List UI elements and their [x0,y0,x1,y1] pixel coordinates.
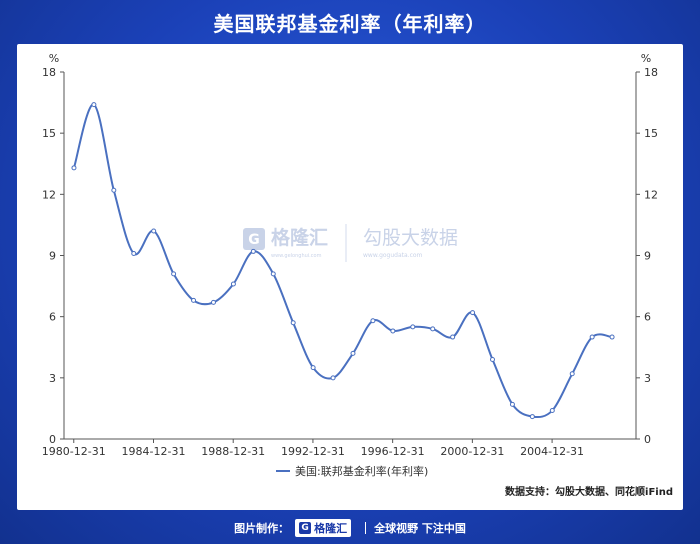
y-tick-label-right: 6 [644,311,651,324]
data-point [191,297,197,303]
data-point [529,414,535,420]
y-tick-label-right: 18 [644,66,658,79]
y-tick-label-left: 12 [42,188,56,201]
y-tick-label-left: 6 [49,311,56,324]
data-point [549,407,555,413]
made-by-label: 图片制作： [234,522,290,535]
data-point [290,320,296,326]
data-point [131,250,137,256]
watermark-brand-2-sub: www.gogudata.com [363,252,423,259]
x-tick-label: 1980-12-31 [42,445,106,458]
data-point [490,356,496,362]
data-point [410,324,416,330]
legend-label: 美国:联邦基金利率(年利率) [295,464,428,478]
x-tick-label: 2000-12-31 [440,445,504,458]
data-point [91,102,97,108]
y-tick-label-left: 9 [49,250,56,263]
data-point [430,326,436,332]
x-tick-label: 2004-12-31 [520,445,584,458]
line-chart: G 格隆汇 www.gelonghui.com 勾股大数据 www.gogudata.c… [42,52,658,478]
data-point [470,310,476,316]
x-tick-label: 1996-12-31 [361,445,425,458]
data-point [350,350,356,356]
y-tick-label-right: 9 [644,250,651,263]
y-tick-label-left: 15 [42,127,56,140]
watermark-brand: 格隆汇 [271,226,328,249]
y-tick-label-right: 12 [644,188,658,201]
footer-slogan: 全球视野 下注中国 [374,522,466,535]
data-point [370,318,376,324]
y-unit-right: % [641,52,651,65]
footer-bar: 图片制作： G 格隆汇 全球视野 下注中国 [0,516,700,540]
data-source-note: 数据支持：勾股大数据、同花顺iFind [505,487,673,498]
data-point [569,371,575,377]
y-unit-left: % [49,52,59,65]
y-tick-label-left: 18 [42,66,56,79]
data-point [270,271,276,277]
data-point [210,299,216,305]
y-tick-label-right: 0 [644,433,651,446]
y-tick-label-right: 3 [644,372,651,385]
footer-logo-text: 格隆汇 [314,522,348,535]
data-point [450,334,456,340]
watermark-brand-sub: www.gelonghui.com [271,253,322,259]
data-point [171,271,177,277]
footer-logo: G 格隆汇 [295,519,352,537]
data-point [609,334,615,340]
data-point [151,228,157,234]
data-point [509,401,515,407]
watermark-brand-2: 勾股大数据 [363,227,458,249]
page-title: 美国联邦基金利率（年利率） [213,12,487,36]
series-line [73,103,613,419]
y-tick-label-left: 0 [49,433,56,446]
data-point [390,328,396,334]
y-tick-label-left: 3 [49,372,56,385]
data-point [250,248,256,254]
footer-divider [365,522,367,534]
x-tick-label: 1988-12-31 [201,445,265,458]
y-tick-label-right: 15 [644,127,658,140]
x-tick-label: 1992-12-31 [281,445,345,458]
data-point [230,281,236,287]
data-point [111,187,117,193]
watermark-logo-letter: G [248,232,260,248]
data-point [589,334,595,340]
chart-card: G 格隆汇 www.gelonghui.com 勾股大数据 www.gogudata.c… [17,44,683,510]
watermark-logo-icon [243,228,265,250]
data-point [71,165,77,171]
x-tick-label: 1984-12-31 [122,445,186,458]
data-point [310,365,316,371]
logo-g-icon: G [299,522,312,534]
data-point [330,375,336,381]
